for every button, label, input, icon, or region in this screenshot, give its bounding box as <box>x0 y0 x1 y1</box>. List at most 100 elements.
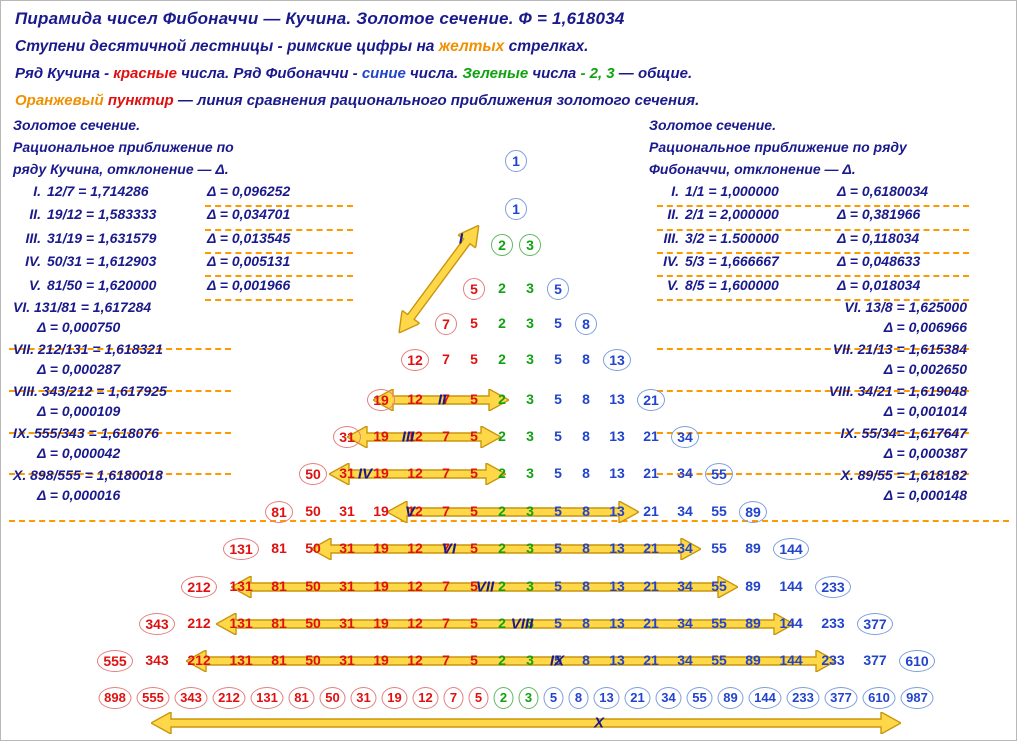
pyramid-number: 1 <box>505 198 527 220</box>
pyramid-number: 55 <box>711 652 727 668</box>
pyramid-number: 55 <box>711 540 727 556</box>
pyramid-number: 7 <box>442 652 450 668</box>
delta-value: Δ = 0,005131 <box>207 253 291 270</box>
pyramid-number: 12 <box>407 391 423 407</box>
pyramid-number: 5 <box>554 315 562 331</box>
approximation-entry: III. 31/19 = 1,631579 Δ = 0,013545 <box>13 227 358 250</box>
comparison-dash-line <box>9 473 231 475</box>
pyramid-number: 8 <box>582 351 590 367</box>
ratio-value: IX. 55/34= 1,617647 <box>840 424 968 441</box>
step-label: IV. <box>663 253 679 270</box>
pyramid-number: 89 <box>739 501 767 523</box>
header-text-run: стрелках. <box>504 38 589 55</box>
pyramid-number: 7 <box>442 615 450 631</box>
approximation-entry: VI. 13/8 = 1,625000 Δ = 0,006966 <box>649 297 979 338</box>
pyramid-number: 5 <box>554 615 562 631</box>
pyramid-number: 13 <box>609 428 625 444</box>
pyramid-row-9: 50 31 19 12 7 5 2 3 5 8 13 21 34 55 <box>299 463 733 485</box>
pyramid-number: 8 <box>582 578 590 594</box>
pyramid-number: 8 <box>582 652 590 668</box>
pyramid-number: 3 <box>526 652 534 668</box>
pyramid-number: 50 <box>305 615 321 631</box>
pyramid-number: 34 <box>677 465 693 481</box>
approximation-entry: II. 2/1 = 2,000000 Δ = 0,381966 <box>649 203 979 226</box>
pyramid-number: 13 <box>609 503 625 519</box>
ratio-value: 2/1 = 2,000000 <box>685 206 779 223</box>
pyramid-number: 81 <box>271 540 287 556</box>
pyramid-number: 144 <box>779 578 803 594</box>
pyramid-number: 3 <box>518 687 539 709</box>
delta-value: Δ = 0,000148 <box>883 487 967 504</box>
pyramid-number: 8 <box>575 313 597 335</box>
approximation-entry: VII. 21/13 = 1,615384 Δ = 0,002650 <box>649 339 979 380</box>
pyramid-number: 3 <box>526 280 534 296</box>
pyramid-number: 5 <box>470 503 478 519</box>
pyramid-number: 2 <box>491 234 513 256</box>
pyramid-number: 7 <box>442 540 450 556</box>
ratio-value: VIII. 343/212 = 1,617925 <box>13 382 167 399</box>
pyramid-number: 19 <box>381 687 408 709</box>
header-text-run: пунктир <box>103 92 174 109</box>
pyramid-number: 7 <box>442 578 450 594</box>
pyramid-number: 5 <box>543 687 564 709</box>
pyramid-number: 12 <box>407 428 423 444</box>
approximation-entry: VI. 131/81 = 1,617284 Δ = 0,000750 <box>13 297 358 338</box>
pyramid-number: 19 <box>373 578 389 594</box>
ratio-value: VI. 13/8 = 1,625000 <box>844 298 967 315</box>
pyramid-number: 12 <box>401 349 429 371</box>
pyramid-number: 5 <box>554 465 562 481</box>
pyramid-number: 21 <box>637 389 665 411</box>
pyramid-number: 5 <box>554 351 562 367</box>
pyramid-number: 144 <box>779 652 803 668</box>
pyramid-number: 5 <box>547 278 569 300</box>
pyramid-number: 2 <box>498 351 506 367</box>
pyramid-row-6: 12 7 5 2 3 5 8 13 <box>401 349 631 371</box>
pyramid-number: 81 <box>271 615 287 631</box>
pyramid-number: 377 <box>857 613 893 635</box>
pyramid-number: 7 <box>435 313 457 335</box>
pyramid-number: 3 <box>526 315 534 331</box>
pyramid-number: 2 <box>498 280 506 296</box>
comparison-dash-line <box>9 348 231 350</box>
pyramid-number: 131 <box>229 578 253 594</box>
pyramid-number: 21 <box>643 578 659 594</box>
pyramid-row-11: 131 81 50 31 19 12 7 5 2 3 5 8 13 21 34 55 89 144 <box>223 538 809 560</box>
pyramid-number: 31 <box>339 615 355 631</box>
pyramid-number: 8 <box>568 687 589 709</box>
ratio-value: VIII. 34/21 = 1,619048 <box>828 382 967 399</box>
header-line-4: Оранжевый пунктир — линия сравнения раци… <box>15 92 699 109</box>
pyramid-number: 81 <box>288 687 315 709</box>
pyramid-number: 233 <box>821 615 845 631</box>
step-label: I. <box>671 183 679 199</box>
pyramid-number: 50 <box>305 540 321 556</box>
header-line-1: Пирамида чисел Фибоначчи — Кучина. Золот… <box>15 9 625 29</box>
pyramid-number: 34 <box>677 578 693 594</box>
pyramid-number: 343 <box>145 652 169 668</box>
pyramid-number: 55 <box>711 578 727 594</box>
pyramid-number: 7 <box>442 503 450 519</box>
delta-value: Δ = 0,118034 <box>837 229 920 246</box>
pyramid-number: 31 <box>339 578 355 594</box>
comparison-dash-line <box>657 432 969 434</box>
pyramid-number: 34 <box>655 687 682 709</box>
comparison-dash-line <box>205 275 353 277</box>
pyramid-number: 5 <box>554 652 562 668</box>
ratio-value: VI. 131/81 = 1,617284 <box>13 298 152 315</box>
pyramid-number: 13 <box>609 578 625 594</box>
step-label: V. <box>667 276 679 293</box>
pyramid-number: 3 <box>526 615 534 631</box>
pyramid-number: 89 <box>717 687 744 709</box>
pyramid-number: 8 <box>582 428 590 444</box>
pyramid-number: 212 <box>187 652 211 668</box>
pyramid-number: 2 <box>498 503 506 519</box>
approximation-entry: X. 89/55 = 1,618182 Δ = 0,000148 <box>649 465 979 506</box>
pyramid-number: 5 <box>470 652 478 668</box>
approximation-entry: VIII. 343/212 = 1,617925 Δ = 0,000109 <box>13 381 358 422</box>
approximation-entry: X. 898/555 = 1,6180018 Δ = 0,000016 <box>13 465 358 506</box>
pyramid-number: 144 <box>779 615 803 631</box>
pyramid-number: 19 <box>373 615 389 631</box>
pyramid-number: 13 <box>609 465 625 481</box>
pyramid-number: 5 <box>554 391 562 407</box>
pyramid-row-7: 19 12 7 5 2 3 5 8 13 21 <box>367 389 665 411</box>
comparison-dash-line <box>205 229 353 231</box>
